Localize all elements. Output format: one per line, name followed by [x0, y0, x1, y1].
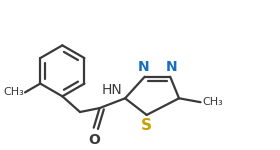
- Text: N: N: [138, 60, 150, 74]
- Text: CH₃: CH₃: [202, 97, 223, 107]
- Text: O: O: [88, 133, 100, 147]
- Text: HN: HN: [102, 83, 123, 97]
- Text: CH₃: CH₃: [3, 87, 24, 97]
- Text: S: S: [141, 118, 152, 133]
- Text: N: N: [165, 60, 177, 74]
